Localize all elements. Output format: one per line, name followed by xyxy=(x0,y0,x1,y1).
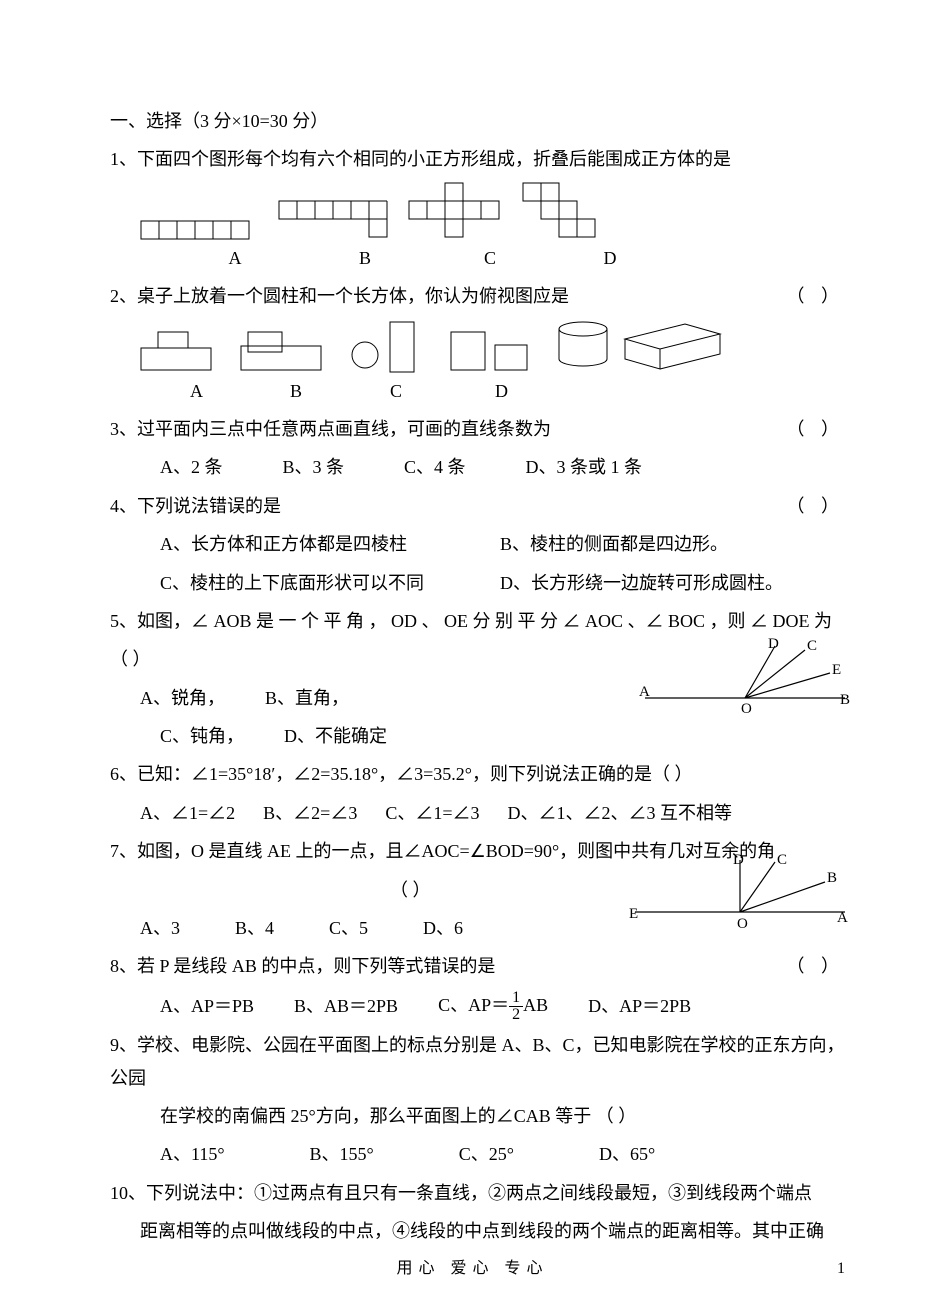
q3-opt-c: C、4 条 xyxy=(404,451,466,483)
q6-opt-c: C、∠1=∠3 xyxy=(385,797,479,829)
svg-text:B: B xyxy=(827,870,837,886)
q1-label-a: A xyxy=(170,242,300,274)
q2-fig-a xyxy=(140,331,220,375)
q9-opt-d: D、65° xyxy=(599,1138,655,1170)
q2-fig-d xyxy=(450,331,535,375)
q2-paren: （ ） xyxy=(787,280,846,312)
q6-opt-b: B、∠2=∠3 xyxy=(263,797,357,829)
q2-stem: 2、桌子上放着一个圆柱和一个长方体，你认为俯视图应是 xyxy=(110,280,569,312)
q9-opts: A、115° B、155° C、25° D、65° xyxy=(110,1138,845,1170)
fraction-half: 12 xyxy=(509,990,523,1023)
q4-opts1: A、长方体和正方体都是四棱柱 B、棱柱的侧面都是四边形。 xyxy=(110,528,845,560)
q4-stem: 4、下列说法错误的是 xyxy=(110,490,281,522)
q8-row: 8、若 P 是线段 AB 的中点，则下列等式错误的是 （ ） xyxy=(110,950,845,982)
svg-text:C: C xyxy=(807,638,817,654)
svg-text:O: O xyxy=(737,916,748,932)
svg-text:A: A xyxy=(837,910,848,926)
q5-opt-d: D、不能确定 xyxy=(284,720,387,752)
q6-stem: 6、已知：∠1=35°18′，∠2=35.18°，∠3=35.2°，则下列说法正… xyxy=(110,758,845,790)
q5-diagram: A O B D C E xyxy=(635,638,855,718)
q1-net-d xyxy=(522,182,600,242)
svg-text:O: O xyxy=(741,701,752,717)
q9-opt-a: A、115° xyxy=(160,1138,225,1170)
q4-opt-a: A、长方体和正方体都是四棱柱 xyxy=(160,528,500,560)
q8-opts: A、AP＝PB B、AB＝2PB C、AP＝12AB D、AP＝2PB xyxy=(110,989,845,1023)
q5-opt-b: B、直角， xyxy=(265,682,349,714)
q7-opt-b: B、4 xyxy=(235,912,274,944)
q2-label-a: A xyxy=(190,375,290,407)
svg-text:D: D xyxy=(733,854,744,868)
q2-fig-b xyxy=(240,331,330,375)
q5-body: （ ） A、锐角， B、直角， C、钝角， D、不能确定 A O B D C E xyxy=(110,643,845,752)
q5-opt-c: C、钝角， xyxy=(160,720,244,752)
svg-text:E: E xyxy=(832,662,841,678)
q6-opts: A、∠1=∠2 B、∠2=∠3 C、∠1=∠3 D、∠1、∠2、∠3 互不相等 xyxy=(110,797,845,829)
q4-opt-d: D、长方形绕一边旋转可形成圆柱。 xyxy=(500,567,783,599)
page-number: 1 xyxy=(837,1255,845,1284)
q3-row: 3、过平面内三点中任意两点画直线，可画的直线条数为 （ ） xyxy=(110,413,845,445)
exam-page: 一、选择（3 分×10=30 分） 1、下面四个图形每个均有六个相同的小正方形组… xyxy=(0,0,945,1309)
q2-row: 2、桌子上放着一个圆柱和一个长方体，你认为俯视图应是 （ ） xyxy=(110,280,845,312)
q6-opt-a: A、∠1=∠2 xyxy=(140,797,235,829)
q4-opt-c: C、棱柱的上下底面形状可以不同 xyxy=(160,567,500,599)
q8-opt-c: C、AP＝12AB xyxy=(438,989,548,1023)
q8-opt-c-pre: C、AP＝ xyxy=(438,995,509,1015)
q10-stem2: 距离相等的点叫做线段的中点，④线段的中点到线段的两个端点的距离相等。其中正确 xyxy=(110,1215,845,1247)
q3-paren: （ ） xyxy=(787,413,846,445)
q1-net-b xyxy=(278,200,388,242)
q5-stem: 5、如图，∠ AOB 是 一 个 平 角 ， OD 、 OE 分 别 平 分 ∠… xyxy=(110,605,845,637)
svg-text:B: B xyxy=(840,692,850,708)
q1-net-a xyxy=(140,220,258,242)
q2-labels: A B C D xyxy=(110,375,845,407)
q4-opts2: C、棱柱的上下底面形状可以不同 D、长方形绕一边旋转可形成圆柱。 xyxy=(110,567,845,599)
q6-opt-d: D、∠1、∠2、∠3 互不相等 xyxy=(508,797,733,829)
q7-opt-d: D、6 xyxy=(423,912,463,944)
frac-den: 2 xyxy=(509,1007,523,1023)
q1-labels: A B C D xyxy=(110,242,845,274)
q4-opt-b: B、棱柱的侧面都是四边形。 xyxy=(500,528,728,560)
q7-body: （ ） A、3 B、4 C、5 D、6 E O A D C B xyxy=(110,874,845,945)
section-title: 一、选择（3 分×10=30 分） xyxy=(110,105,845,137)
q2-fig-solids xyxy=(555,319,725,375)
q2-label-b: B xyxy=(290,375,390,407)
q1-label-b: B xyxy=(300,242,430,274)
q9-stem2: 在学校的南偏西 25°方向，那么平面图上的∠CAB 等于 （ ） xyxy=(110,1100,845,1132)
q3-opts: A、2 条 B、3 条 C、4 条 D、3 条或 1 条 xyxy=(110,451,845,483)
q8-opt-a: A、AP＝PB xyxy=(160,990,254,1022)
q2-fig-c xyxy=(350,321,430,375)
q9-opt-b: B、155° xyxy=(310,1138,374,1170)
q1-label-d: D xyxy=(550,242,670,274)
q8-opt-d: D、AP＝2PB xyxy=(588,990,691,1022)
q9-stem1: 9、学校、电影院、公园在平面图上的标点分别是 A、B、C，已知电影院在学校的正东… xyxy=(110,1029,845,1094)
q2-figures xyxy=(140,319,845,375)
svg-text:D: D xyxy=(768,638,779,652)
svg-text:A: A xyxy=(639,684,650,700)
q1-stem: 1、下面四个图形每个均有六个相同的小正方形组成，折叠后能围成正方体的是 xyxy=(110,143,845,175)
q4-paren: （ ） xyxy=(787,490,846,522)
q10-stem1: 10、下列说法中：①过两点有且只有一条直线，②两点之间线段最短，③到线段两个端点 xyxy=(110,1177,845,1209)
q1-label-c: C xyxy=(430,242,550,274)
q7-opt-c: C、5 xyxy=(329,912,368,944)
q9-opt-c: C、25° xyxy=(459,1138,514,1170)
q7-diagram: E O A D C B xyxy=(625,854,855,932)
q3-stem: 3、过平面内三点中任意两点画直线，可画的直线条数为 xyxy=(110,413,551,445)
q5-opt-a: A、锐角， xyxy=(140,682,225,714)
svg-text:E: E xyxy=(629,906,638,922)
q3-opt-d: D、3 条或 1 条 xyxy=(526,451,643,483)
q7-opt-a: A、3 xyxy=(140,912,180,944)
q1-figures xyxy=(140,182,845,242)
frac-num: 1 xyxy=(509,990,523,1007)
q8-opt-c-post: AB xyxy=(523,995,548,1015)
q3-opt-a: A、2 条 xyxy=(160,451,223,483)
q3-opt-b: B、3 条 xyxy=(283,451,345,483)
q8-stem: 8、若 P 是线段 AB 的中点，则下列等式错误的是 xyxy=(110,950,495,982)
svg-text:C: C xyxy=(777,854,787,868)
q2-label-d: D xyxy=(495,375,575,407)
page-footer: 用心 爱心 专心 xyxy=(0,1255,945,1284)
q8-opt-b: B、AB＝2PB xyxy=(294,990,398,1022)
q1-net-c xyxy=(408,182,502,242)
q8-paren: （ ） xyxy=(787,950,846,982)
q4-row: 4、下列说法错误的是 （ ） xyxy=(110,490,845,522)
q2-label-c: C xyxy=(390,375,495,407)
